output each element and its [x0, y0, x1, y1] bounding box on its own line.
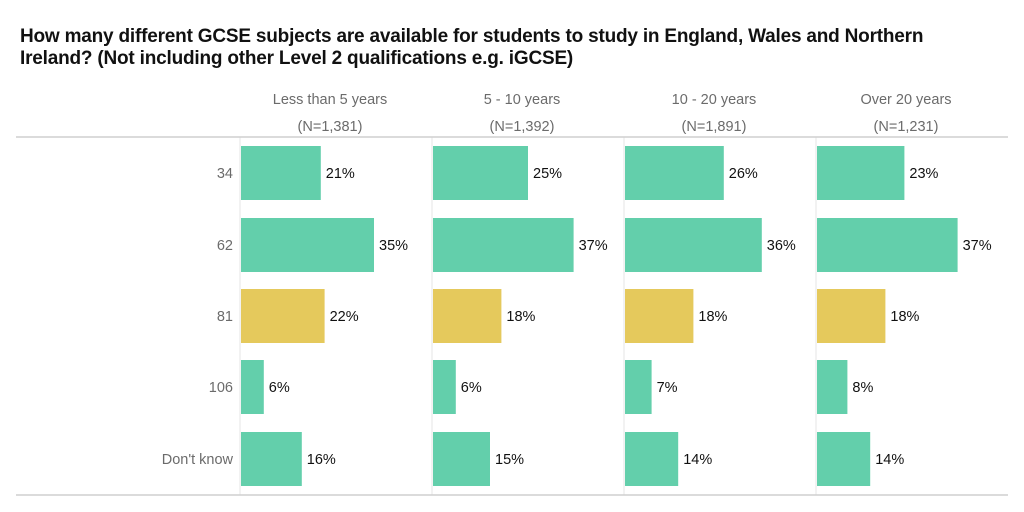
category-label: 62	[217, 238, 233, 254]
data-label: 16%	[307, 452, 336, 468]
panel-n-label: (N=1,392)	[490, 119, 555, 135]
panel-header: Less than 5 years	[273, 92, 387, 108]
data-label: 37%	[579, 238, 608, 254]
bar	[625, 432, 679, 486]
category-label: 106	[209, 380, 233, 396]
data-label: 26%	[729, 166, 758, 182]
panel-header: 10 - 20 years	[672, 92, 757, 108]
bar	[817, 360, 848, 414]
bar	[817, 432, 871, 486]
bar	[625, 360, 652, 414]
data-label: 18%	[506, 309, 535, 325]
bar	[433, 360, 456, 414]
bar	[241, 360, 264, 414]
panel-header: 5 - 10 years	[484, 92, 561, 108]
data-label: 25%	[533, 166, 562, 182]
data-label: 37%	[963, 238, 992, 254]
panel-n-label: (N=1,381)	[298, 119, 363, 135]
bar	[625, 146, 724, 200]
bar	[817, 218, 958, 272]
panel-n-label: (N=1,231)	[874, 119, 939, 135]
data-label: 35%	[379, 238, 408, 254]
data-label: 23%	[909, 166, 938, 182]
panel-header: Over 20 years	[860, 92, 951, 108]
bar	[241, 289, 325, 343]
bar	[817, 146, 905, 200]
data-label: 18%	[890, 309, 919, 325]
bar	[241, 218, 374, 272]
data-label: 7%	[657, 380, 678, 396]
data-label: 22%	[330, 309, 359, 325]
category-label: 34	[217, 166, 233, 182]
bar	[625, 218, 762, 272]
bar	[817, 289, 886, 343]
panel-n-label: (N=1,891)	[682, 119, 747, 135]
data-label: 18%	[698, 309, 727, 325]
bar	[433, 289, 502, 343]
category-label: 81	[217, 309, 233, 325]
bar	[625, 289, 694, 343]
bar	[241, 432, 302, 486]
chart-title: How many different GCSE subjects are ava…	[20, 26, 924, 69]
bar	[433, 432, 490, 486]
bar	[433, 146, 528, 200]
data-label: 36%	[767, 238, 796, 254]
data-label: 15%	[495, 452, 524, 468]
data-label: 8%	[852, 380, 873, 396]
bar	[433, 218, 574, 272]
data-label: 6%	[461, 380, 482, 396]
data-label: 21%	[326, 166, 355, 182]
category-label: Don't know	[162, 452, 234, 468]
data-label: 14%	[683, 452, 712, 468]
data-label: 14%	[875, 452, 904, 468]
data-label: 6%	[269, 380, 290, 396]
bar	[241, 146, 321, 200]
